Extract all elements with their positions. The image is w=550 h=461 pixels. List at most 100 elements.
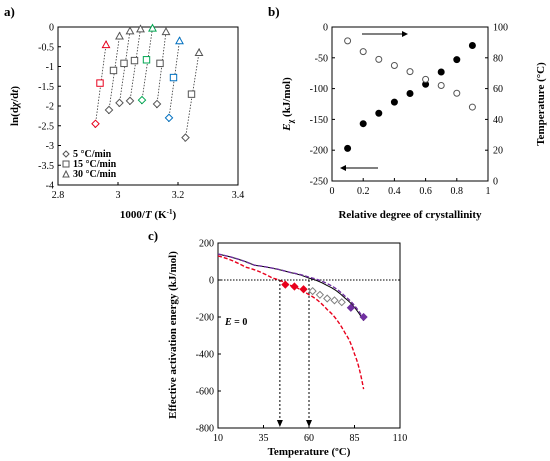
series-5-marker (104, 105, 114, 115)
panel-c-y-tick-label: -600 (196, 387, 214, 398)
series-15-marker (187, 90, 196, 98)
temperature-point (359, 48, 367, 56)
panel-b-x-tick-label: 1 (486, 186, 491, 197)
panel-a-y-tick-label: -1 (46, 62, 54, 73)
panel-b-x-tick-label: 0.8 (451, 186, 464, 197)
open-diamond-point (330, 296, 339, 305)
series-30-marker (148, 23, 157, 32)
filled-diamond-point (359, 312, 368, 322)
series-5-marker (115, 98, 124, 108)
activation-energy-point (437, 68, 445, 76)
panel-b-y2-tick-label: 100 (493, 23, 508, 34)
panel-a: 0 -0.5 -1 -1.5 -2 -2.5 -3 -3.5 -4 2.8 3 3.2 3.4 100… (9, 23, 244, 222)
series-5-marker (164, 113, 174, 123)
temperature-point (390, 62, 398, 69)
panel-a-y-tick-label: -3 (46, 141, 54, 152)
temperature-point (344, 37, 352, 45)
panel-a-x-tick-label: 3.2 (172, 190, 185, 201)
panel-a-x-tick-label: 3.4 (232, 190, 245, 201)
temperature-point (422, 75, 430, 83)
series-30-marker (125, 26, 135, 35)
model-curve-black (217, 253, 365, 321)
panel-b-y-axis-label: Eχ (kJ/mol) (281, 77, 295, 132)
series-30-marker (101, 40, 111, 49)
panel-b-y2-tick-label: 20 (493, 146, 503, 157)
series-30-marker (194, 48, 204, 57)
series-15-marker (109, 66, 118, 75)
activation-energy-point (406, 90, 414, 98)
panel-c-y-tick-label: -400 (196, 350, 214, 361)
temperature-point (406, 68, 414, 76)
panel-a-y-tick-label: -4 (46, 181, 54, 192)
legend-square-marker (62, 160, 70, 168)
series-30-marker (161, 27, 171, 36)
panel-label-b: b) (268, 4, 280, 19)
panel-c-x-tick-label: 85 (350, 433, 360, 444)
model-curve-purple-dashed (217, 253, 365, 320)
panel-c-x-tick-label: 60 (304, 433, 314, 444)
open-diamond-point (337, 298, 346, 307)
panel-a-y-tick-label: -2.5 (38, 121, 54, 132)
panel-b-frame (331, 26, 489, 182)
panel-a-y-tick-label: 0 (49, 23, 54, 34)
filled-diamond-point (346, 303, 355, 312)
arrow-left-to-energy-axis (340, 165, 378, 171)
panel-c: 200 0 -200 -400 -600 -800 10 35 60 85 110 E = 0 T… (167, 239, 407, 459)
panel-a-x-tick-label: 3 (116, 190, 121, 201)
panel-a-x-tick-label: 2.8 (52, 190, 65, 201)
panel-label-c: c) (148, 228, 158, 243)
panel-a-legend: 5 °C/min 15 °C/min 30 °C/min (62, 149, 117, 180)
series-15-marker (120, 59, 128, 68)
panel-c-y-tick-label: -800 (196, 424, 214, 435)
open-diamond-point (308, 286, 317, 296)
legend-label-30: 30 °C/min (73, 169, 117, 180)
series-15-marker (156, 59, 164, 68)
panel-b-y-tick-label: -250 (310, 177, 328, 188)
activation-energy-point (375, 109, 383, 117)
filled-diamond-point (290, 282, 299, 291)
isoconversion-guide-line (94, 40, 107, 128)
series-5-marker (91, 119, 100, 129)
series-5-marker (125, 96, 135, 106)
panel-a-y-tick-label: -2 (46, 102, 54, 113)
arrow-right-to-temperature-axis (362, 31, 408, 37)
panel-b-y-tick-label: -50 (315, 53, 328, 64)
panel-label-a: a) (4, 4, 15, 19)
panel-b-x-tick-label: 0.2 (357, 186, 370, 197)
panel-b-y-tick-label: -200 (310, 146, 328, 157)
isoconversion-guide-line (141, 24, 154, 105)
panel-a-y-tick-label: -1.5 (38, 82, 54, 93)
series-15-marker (169, 73, 178, 82)
isoconversion-guide-line (156, 27, 167, 109)
series-30-marker (136, 24, 145, 33)
temperature-point (375, 55, 383, 63)
activation-energy-point (390, 98, 398, 106)
series-15-marker (142, 56, 151, 64)
panel-b: 0 -50 -100 -150 -200 -250 100 80 60 40 20 0 0 0.2 0.… (281, 23, 547, 222)
filled-diamond-point (299, 285, 308, 294)
panel-b-x-tick-label: 0.4 (388, 186, 401, 197)
series-5-marker (181, 133, 190, 142)
temperature-point (453, 89, 461, 97)
panel-c-x-tick-label: 110 (393, 433, 408, 444)
panel-b-x-tick-label: 0 (330, 186, 335, 197)
legend-label-5: 5 °C/min (73, 149, 112, 160)
panel-b-y2-tick-label: 80 (493, 53, 503, 64)
temperature-point (437, 82, 445, 90)
panel-b-y-tick-label: 0 (323, 23, 328, 34)
panel-b-y-tick-label: -100 (310, 84, 328, 95)
panel-a-y-tick-label: -3.5 (38, 161, 54, 172)
activation-energy-point (468, 41, 476, 49)
open-diamond-point (323, 294, 332, 303)
panel-b-y2-tick-label: 60 (493, 84, 503, 95)
zero-energy-annotation: E = 0 (224, 317, 247, 328)
series-30-marker (175, 36, 184, 45)
filled-diamond-point (281, 280, 290, 289)
panel-a-x-axis-label: 1000/T (K-1) (120, 208, 177, 221)
isoconversion-guide-line (184, 48, 201, 142)
series-15-marker (130, 56, 139, 65)
isoconversion-guide-line (129, 24, 142, 105)
activation-energy-point (453, 56, 461, 64)
temperature-drop-arrow-head (306, 420, 312, 427)
